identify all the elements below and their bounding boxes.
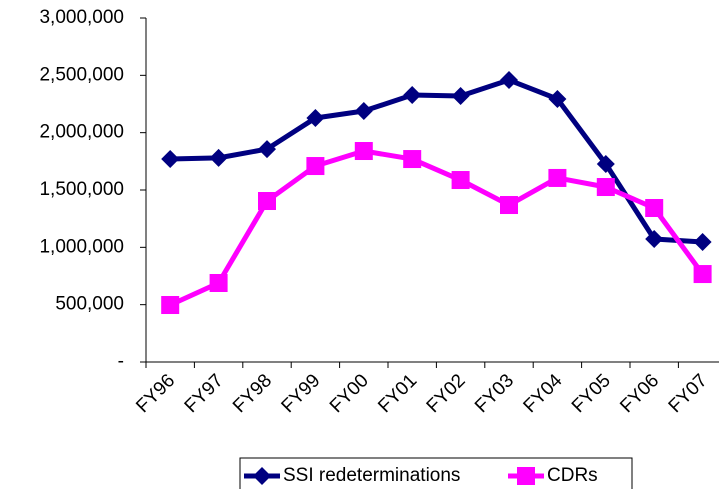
- x-tick-label: FY03: [471, 370, 518, 417]
- point: [548, 168, 567, 187]
- y-tick-label: 2,000,000: [39, 122, 124, 143]
- point: [306, 157, 325, 176]
- point: [354, 142, 373, 161]
- point: [209, 273, 228, 292]
- y-tick-label: 500,000: [55, 294, 124, 315]
- point: [209, 148, 228, 167]
- point: [500, 196, 518, 215]
- series-line: [170, 77, 703, 245]
- point: [354, 101, 373, 120]
- point: [258, 140, 276, 159]
- x-tick-label: FY96: [132, 370, 179, 417]
- point: [403, 86, 422, 105]
- point: [161, 296, 180, 315]
- series-line: [169, 148, 705, 308]
- x-tick-label: FY05: [568, 370, 615, 417]
- point: [645, 199, 664, 218]
- x-tick-label: FY97: [181, 370, 228, 417]
- x-tick-label: FY07: [665, 370, 712, 417]
- y-tick-label: 1,500,000: [39, 179, 124, 200]
- x-tick-label: FY04: [520, 370, 567, 417]
- point: [693, 265, 712, 284]
- legend-box: [239, 457, 633, 489]
- point: [645, 229, 664, 248]
- y-tick-label: 3,000,000: [39, 7, 124, 28]
- point: [548, 89, 567, 108]
- x-tick-label: FY02: [423, 370, 470, 417]
- y-tick-label: -: [118, 351, 124, 372]
- legend-label: CDRs: [547, 465, 598, 486]
- point: [596, 154, 615, 173]
- x-tick-label: FY99: [278, 370, 325, 417]
- y-tick-label: 1,000,000: [39, 236, 124, 257]
- x-tick-label: FY06: [616, 370, 663, 417]
- point: [451, 86, 470, 105]
- legend-marker: [517, 467, 535, 485]
- y-tick-label: 2,500,000: [39, 64, 124, 85]
- x-tick-label: FY98: [229, 370, 276, 417]
- x-tick-label: FY00: [326, 370, 373, 417]
- point: [403, 150, 422, 169]
- x-tick-label: FY01: [374, 370, 421, 417]
- point: [451, 171, 470, 190]
- point: [258, 192, 276, 211]
- point: [596, 178, 615, 197]
- legend-marker: [253, 467, 271, 485]
- point: [306, 108, 325, 127]
- point: [693, 232, 712, 251]
- point: [161, 150, 180, 169]
- legend-label: SSI redeterminations: [283, 465, 460, 486]
- point: [500, 71, 518, 90]
